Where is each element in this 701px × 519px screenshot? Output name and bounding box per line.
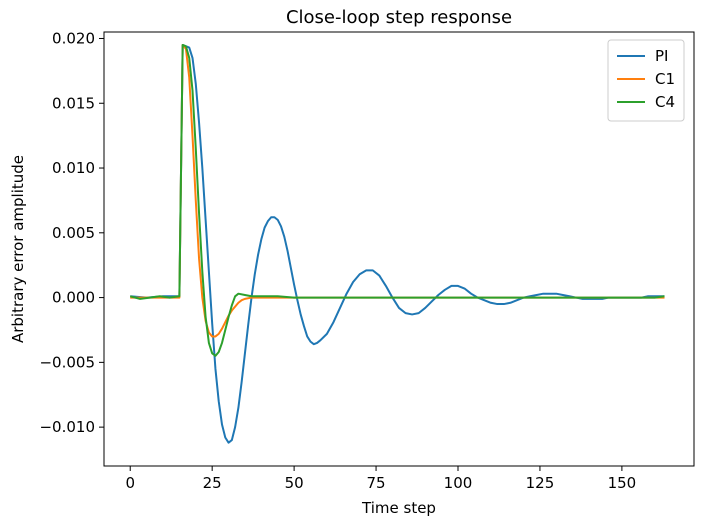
legend: PI C1 C4 xyxy=(607,39,685,122)
y-tick-label: 0.020 xyxy=(52,29,95,47)
y-axis: −0.010 −0.005 0.000 0.005 0.010 0.015 0.020 xyxy=(39,29,104,436)
x-axis: 0 25 50 75 100 125 150 xyxy=(125,466,636,492)
chart-title: Close-loop step response xyxy=(286,7,512,28)
y-axis-label: Arbitrary error amplitude xyxy=(9,155,27,343)
x-tick-label: 0 xyxy=(125,474,135,492)
series-line-c4 xyxy=(129,43,665,357)
y-tick-label: −0.005 xyxy=(39,353,95,371)
x-tick-label: 75 xyxy=(367,474,386,492)
x-tick-label: 50 xyxy=(285,474,304,492)
y-tick-label: −0.010 xyxy=(39,418,95,436)
series-line-pi xyxy=(130,43,665,444)
y-tick-label: 0.000 xyxy=(52,289,95,307)
y-tick-label: 0.015 xyxy=(52,94,95,112)
legend-label-c1: C1 xyxy=(655,70,675,88)
x-tick-label: 100 xyxy=(444,474,473,492)
x-tick-label: 150 xyxy=(608,474,637,492)
legend-label-pi: PI xyxy=(655,47,668,65)
y-tick-label: 0.010 xyxy=(52,159,95,177)
legend-label-c4: C4 xyxy=(655,93,675,111)
legend-box xyxy=(607,39,685,122)
x-tick-label: 125 xyxy=(526,474,555,492)
x-axis-label: Time step xyxy=(361,499,436,517)
y-tick-label: 0.005 xyxy=(52,224,95,242)
axes-frame xyxy=(103,31,695,467)
x-tick-label: 25 xyxy=(203,474,222,492)
plot-area xyxy=(129,43,665,444)
